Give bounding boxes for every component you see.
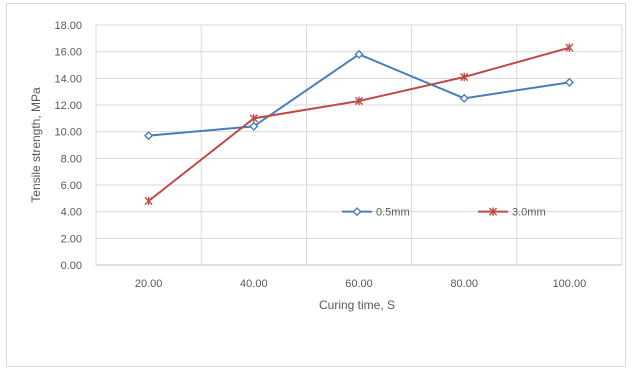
x-axis-title: Curing time, S xyxy=(319,298,395,312)
x-tick-label: 80.00 xyxy=(450,278,478,290)
y-tick-label: 0.00 xyxy=(61,260,82,272)
y-axis-title: Tensile strength, MPa xyxy=(29,87,43,203)
legend-label: 3.0mm xyxy=(512,207,546,219)
legend-label: 0.5mm xyxy=(376,207,410,219)
x-tick-label: 100.00 xyxy=(553,278,587,290)
data-point-marker xyxy=(565,43,574,52)
series-line xyxy=(147,46,570,202)
y-tick-label: 10.00 xyxy=(54,127,82,139)
legend-entry: 3.0mm xyxy=(478,207,546,219)
y-tick-label: 12.00 xyxy=(54,100,82,112)
series-layer xyxy=(144,43,574,206)
y-tick-label: 18.00 xyxy=(54,20,82,32)
x-tick-label: 40.00 xyxy=(240,278,268,290)
data-point-marker xyxy=(459,93,469,103)
data-point-marker xyxy=(564,77,574,87)
data-point-marker xyxy=(144,131,154,141)
series-1 xyxy=(144,49,574,141)
data-point-marker xyxy=(460,72,469,82)
legend-swatch-marker xyxy=(488,207,498,216)
legend: 0.5mm 3.0mm xyxy=(342,207,546,219)
series-2 xyxy=(144,43,574,206)
data-point-marker xyxy=(144,196,153,206)
legend-swatch-marker xyxy=(352,207,362,217)
y-tick-label: 6.00 xyxy=(61,180,82,192)
series-line xyxy=(148,53,570,137)
y-axis-tick-labels: 0.00 2.00 4.00 6.00 8.00 10.00 12.00 14.00 16.00… xyxy=(54,20,82,272)
data-point-marker xyxy=(354,96,364,106)
x-axis-tick-labels: 20.00 40.00 60.00 80.00 100.00 xyxy=(135,278,586,290)
y-tick-label: 4.00 xyxy=(61,207,82,219)
data-point-marker xyxy=(249,121,259,131)
y-tick-label: 16.00 xyxy=(54,47,82,59)
y-tick-label: 14.00 xyxy=(54,73,82,85)
x-tick-label: 60.00 xyxy=(345,278,373,290)
y-tick-label: 8.00 xyxy=(61,153,82,165)
gridlines xyxy=(95,24,623,266)
x-tick-label: 20.00 xyxy=(135,278,163,290)
data-point-marker xyxy=(249,114,258,123)
y-tick-label: 2.00 xyxy=(61,233,82,245)
legend-entry: 0.5mm xyxy=(342,207,410,219)
data-point-marker xyxy=(354,49,364,59)
